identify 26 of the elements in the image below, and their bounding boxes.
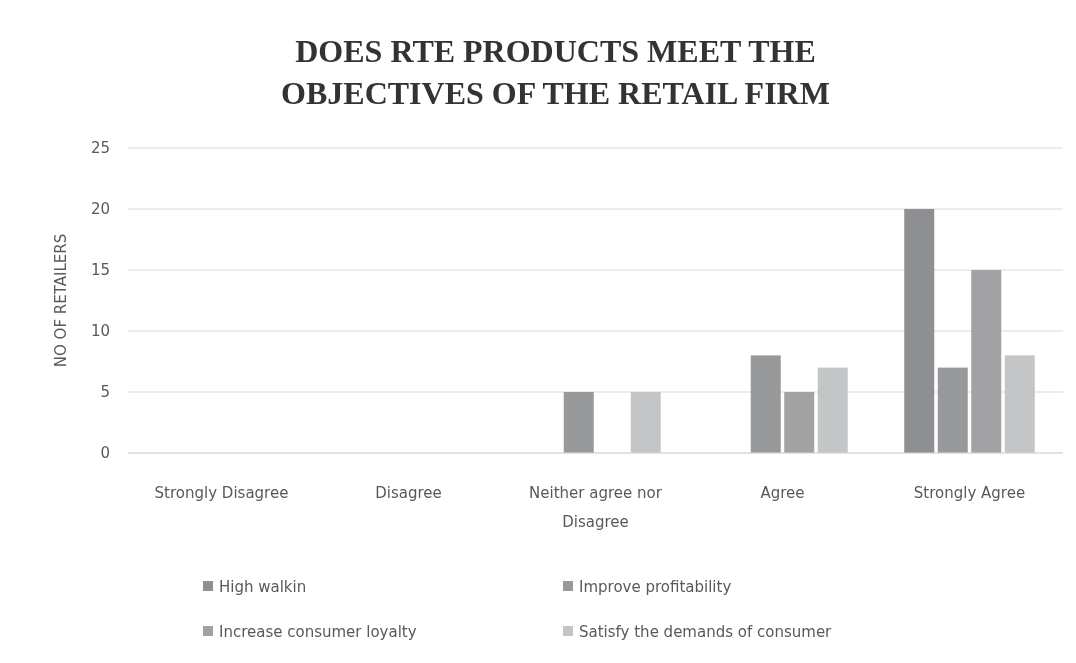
y-tick-label: 5 [100, 383, 110, 402]
legend-label: High walkin [219, 578, 307, 597]
y-tick-label: 0 [100, 444, 110, 463]
legend-label: Increase consumer loyalty [219, 623, 417, 642]
x-tick-label: Strongly Agree [913, 484, 1026, 502]
chart-title: DOES RTE PRODUCTS MEET THE OBJECTIVES OF THE RETAIL FIRM [281, 33, 830, 111]
legend-label: Satisfy the demands of consumer [579, 623, 833, 642]
bar [1004, 355, 1035, 453]
bar [971, 270, 1002, 453]
bar [937, 367, 968, 453]
y-tick-label: 25 [90, 139, 110, 158]
bar [563, 392, 594, 453]
y-axis-title: NO OF RETAILERS [52, 233, 70, 368]
bar [904, 209, 935, 453]
bar [817, 367, 848, 453]
y-tick-label: 10 [90, 322, 110, 341]
x-tick-label: Disagree [375, 484, 442, 502]
y-tick-label: 20 [90, 200, 110, 219]
bar [750, 355, 781, 453]
x-tick-label: Neither agree nor Disagree [529, 484, 663, 531]
y-tick-label: 15 [90, 261, 110, 280]
bar [784, 392, 815, 453]
x-tick-label: Strongly Disagree [154, 484, 289, 502]
x-tick-label: Agree [760, 484, 805, 502]
bar [630, 392, 661, 453]
legend-label: Improve profitability [579, 578, 732, 597]
